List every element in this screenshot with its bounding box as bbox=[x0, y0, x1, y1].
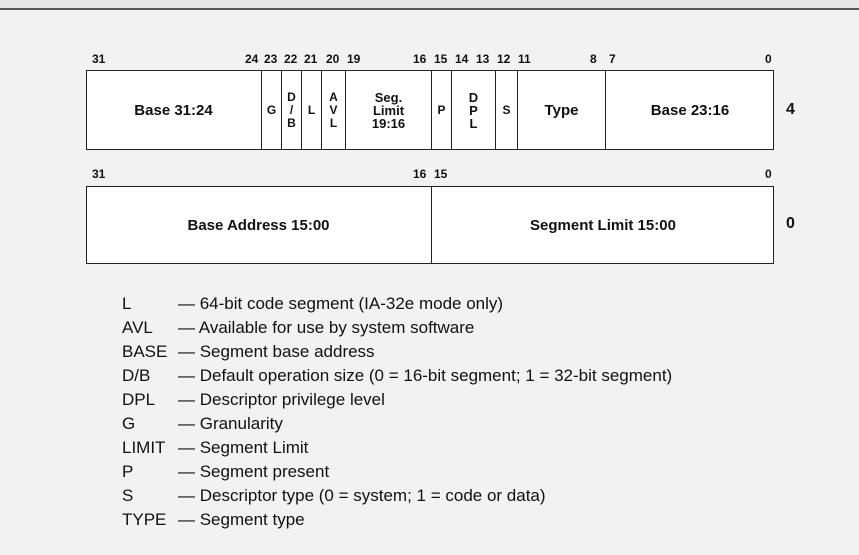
field-label: Type bbox=[544, 101, 579, 119]
field-label: D P L bbox=[468, 89, 479, 131]
bit-number-16: 16 bbox=[413, 52, 427, 66]
field-l: L bbox=[302, 71, 322, 149]
bit-number-24: 24 bbox=[245, 52, 259, 66]
bit-number-20: 20 bbox=[326, 52, 340, 66]
bit-number-13: 13 bbox=[476, 52, 490, 66]
field-label: Segment Limit 15:00 bbox=[530, 216, 676, 234]
legend-term: D/B bbox=[122, 366, 151, 385]
legend-entry: AVL — Available for use by system softwar… bbox=[122, 316, 672, 340]
field-base-31-24: Base 31:24 bbox=[86, 71, 262, 149]
field-label: S bbox=[502, 102, 511, 117]
field-a-v-l: A V L bbox=[322, 71, 346, 149]
bit-number-14: 14 bbox=[455, 52, 469, 66]
field-label: A V L bbox=[329, 89, 338, 130]
legend-description: — 64-bit code segment (IA-32e mode only) bbox=[178, 294, 504, 313]
field-base-23-16: Base 23:16 bbox=[606, 71, 774, 149]
legend-term: P bbox=[122, 462, 134, 481]
legend-term: TYPE bbox=[122, 510, 167, 529]
field-label: Seg. Limit 19:16 bbox=[371, 89, 406, 131]
legend-entry: P — Segment present bbox=[122, 460, 672, 484]
top-rule bbox=[0, 0, 859, 10]
legend-term: G bbox=[122, 414, 136, 433]
legend-entry: BASE — Segment base address bbox=[122, 340, 672, 364]
upper-descriptor-word: Base 31:24 G D / B L A V L Seg. Limit 19:16 P D… bbox=[86, 70, 774, 150]
legend-term: AVL bbox=[122, 318, 153, 337]
field-s: S bbox=[496, 71, 518, 149]
legend-term: LIMIT bbox=[122, 438, 166, 457]
bit-number-0: 0 bbox=[765, 52, 772, 66]
field-label: Base 23:16 bbox=[650, 101, 730, 119]
legend-term: DPL bbox=[122, 390, 156, 409]
legend-term: S bbox=[122, 486, 134, 505]
legend-entry: G — Granularity bbox=[122, 412, 672, 436]
legend-term: BASE bbox=[122, 342, 168, 361]
bit-number-15: 15 bbox=[434, 167, 448, 181]
legend-entry: L — 64-bit code segment (IA-32e mode only… bbox=[122, 292, 672, 316]
bit-number-23: 23 bbox=[264, 52, 278, 66]
field-label: P bbox=[437, 102, 446, 117]
field-label: Base Address 15:00 bbox=[187, 216, 330, 234]
field-label: D / B bbox=[287, 89, 296, 130]
field-segment-limit-15-00: Segment Limit 15:00 bbox=[432, 187, 774, 263]
legend-entry: S — Descriptor type (0 = system; 1 = code… bbox=[122, 484, 672, 508]
legend-term: L bbox=[122, 294, 132, 313]
bit-number-21: 21 bbox=[304, 52, 318, 66]
legend-description: — Default operation size (0 = 16-bit seg… bbox=[178, 366, 673, 385]
legend-entry: DPL — Descriptor privilege level bbox=[122, 388, 672, 412]
legend-entry: TYPE — Segment type bbox=[122, 508, 672, 532]
field-p: P bbox=[432, 71, 452, 149]
bit-number-31: 31 bbox=[92, 52, 106, 66]
field-d-p-l: D P L bbox=[452, 71, 496, 149]
legend-entry: D/B — Default operation size (0 = 16-bit … bbox=[122, 364, 672, 388]
legend-description: — Available for use by system software bbox=[178, 318, 475, 337]
legend-description: — Descriptor type (0 = system; 1 = code … bbox=[178, 486, 546, 505]
field-label: L bbox=[307, 102, 316, 117]
field-legend: L — 64-bit code segment (IA-32e mode only… bbox=[122, 292, 672, 532]
bit-number-12: 12 bbox=[497, 52, 511, 66]
bit-number-11: 11 bbox=[518, 52, 531, 66]
lower-word-offset: 0 bbox=[786, 215, 795, 232]
bit-number-8: 8 bbox=[590, 52, 597, 66]
field-label: G bbox=[266, 102, 277, 117]
field-seg-limit-19-16: Seg. Limit 19:16 bbox=[346, 71, 432, 149]
bit-number-31: 31 bbox=[92, 167, 106, 181]
field-d-b: D / B bbox=[282, 71, 302, 149]
legend-description: — Segment Limit bbox=[178, 438, 309, 457]
bit-number-22: 22 bbox=[284, 52, 298, 66]
bit-number-19: 19 bbox=[347, 52, 361, 66]
bit-number-15: 15 bbox=[434, 52, 448, 66]
field-g: G bbox=[262, 71, 282, 149]
bit-number-7: 7 bbox=[609, 52, 616, 66]
field-type: Type bbox=[518, 71, 606, 149]
legend-description: — Segment present bbox=[178, 462, 330, 481]
bit-number-0: 0 bbox=[765, 167, 772, 181]
legend-entry: LIMIT — Segment Limit bbox=[122, 436, 672, 460]
upper-word-offset: 4 bbox=[786, 101, 795, 118]
legend-description: — Segment type bbox=[178, 510, 305, 529]
legend-description: — Granularity bbox=[178, 414, 283, 433]
legend-description: — Segment base address bbox=[178, 342, 375, 361]
bit-number-16: 16 bbox=[413, 167, 427, 181]
field-base-address-15-00: Base Address 15:00 bbox=[86, 187, 432, 263]
lower-descriptor-word: Base Address 15:00 Segment Limit 15:00 bbox=[86, 186, 774, 264]
legend-description: — Descriptor privilege level bbox=[178, 390, 385, 409]
field-label: Base 31:24 bbox=[134, 101, 213, 119]
